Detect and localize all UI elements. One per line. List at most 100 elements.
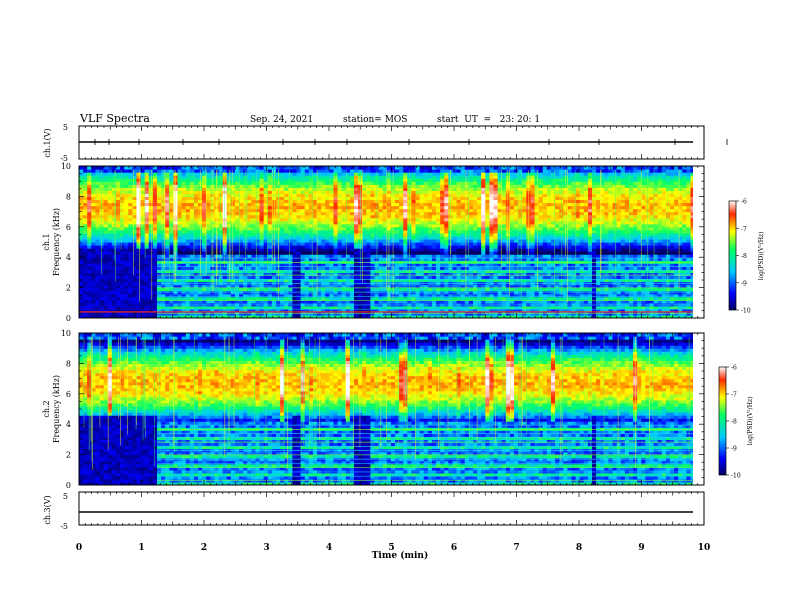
spectrogram-cell bbox=[456, 175, 462, 179]
spectrogram-cell bbox=[468, 257, 474, 261]
spectrogram-cell bbox=[239, 248, 244, 252]
spectrogram-cell bbox=[136, 266, 142, 270]
spectrogram-cell bbox=[358, 296, 363, 301]
spectrogram-cell bbox=[280, 196, 285, 201]
spectrogram-cell bbox=[206, 181, 211, 185]
spectrogram-cell bbox=[440, 245, 445, 249]
spectrogram-cell bbox=[230, 175, 236, 179]
spectrogram-cell bbox=[333, 284, 339, 289]
spectrogram-cell bbox=[403, 238, 408, 243]
spectrogram-cell bbox=[161, 211, 166, 216]
spectrogram-cell bbox=[271, 293, 277, 298]
ch1-ytick-bottom: -5 bbox=[60, 154, 68, 163]
spectrogram-cell bbox=[214, 275, 220, 280]
spectrogram-cell bbox=[304, 190, 310, 194]
spectrogram-cell bbox=[284, 196, 289, 201]
spectrogram-cell bbox=[87, 305, 92, 310]
spectrogram-cell bbox=[411, 223, 417, 228]
spectrogram-cell bbox=[251, 217, 257, 222]
spectrogram-cell bbox=[292, 214, 298, 219]
spectrogram-cell bbox=[87, 269, 92, 273]
spectrogram-cell bbox=[317, 238, 322, 243]
spectrogram-cell bbox=[440, 205, 445, 210]
spectrogram-cell bbox=[83, 248, 88, 252]
spectrogram-cell bbox=[247, 257, 252, 261]
spectrogram-cell bbox=[395, 184, 400, 188]
spectrogram-cell bbox=[284, 202, 289, 207]
spectrogram-cell bbox=[431, 217, 437, 222]
spectrogram-cell bbox=[464, 232, 470, 237]
spectrogram-cell bbox=[91, 269, 97, 273]
spectrogram-cell bbox=[321, 232, 326, 237]
spectrogram-cell bbox=[206, 232, 211, 237]
spectrogram-cell bbox=[193, 175, 199, 179]
spectrogram-cell bbox=[255, 220, 261, 225]
spectrogram-cell bbox=[296, 229, 302, 234]
spectrogram-cell bbox=[477, 184, 482, 188]
spectrogram-cell bbox=[477, 275, 482, 280]
spectrogram-cell bbox=[234, 196, 240, 201]
spectrogram-cell bbox=[181, 263, 187, 267]
spectrogram-cell bbox=[83, 199, 88, 204]
spectrogram-cell bbox=[259, 187, 265, 191]
spectrogram-cell bbox=[181, 232, 187, 237]
spectrogram-cell bbox=[300, 314, 306, 318]
spectrogram-cell bbox=[419, 190, 425, 194]
spectrogram-cell bbox=[251, 293, 257, 298]
spectrogram-cell bbox=[214, 184, 220, 188]
spectrogram-cell bbox=[152, 245, 158, 249]
spectrogram-cell bbox=[312, 278, 318, 283]
spectrogram-cell bbox=[452, 293, 458, 298]
spectrogram-cell bbox=[423, 181, 429, 185]
spectrogram-cell bbox=[140, 296, 146, 301]
spectrogram-cell bbox=[308, 245, 314, 249]
spectrogram-cell bbox=[456, 169, 462, 173]
spectrogram-cell bbox=[234, 166, 240, 170]
spectrogram-cell bbox=[259, 214, 265, 219]
spectrogram-cell bbox=[185, 229, 191, 234]
spectrogram-cell bbox=[345, 314, 351, 318]
spectrogram-cell bbox=[185, 196, 191, 201]
spectrogram-cell bbox=[136, 314, 142, 318]
spectrogram-cell bbox=[107, 305, 113, 310]
spectrogram-cell bbox=[456, 235, 462, 240]
spectrogram-cell bbox=[136, 232, 142, 237]
spectrogram-cell bbox=[99, 302, 105, 307]
spectrogram-cell bbox=[378, 299, 384, 304]
spectrogram-cell bbox=[124, 305, 129, 310]
spectrogram-cell bbox=[255, 254, 261, 258]
spectrogram-cell bbox=[296, 272, 302, 277]
spectrogram-cell bbox=[477, 169, 482, 173]
spectrogram-cell bbox=[239, 296, 244, 301]
spectrogram-cell bbox=[267, 275, 273, 280]
spectrogram-cell bbox=[300, 214, 306, 219]
spectrogram-cell bbox=[308, 242, 314, 246]
spectrogram-cell bbox=[399, 242, 404, 246]
spectrogram-cell bbox=[91, 248, 97, 252]
spectrogram-cell bbox=[185, 214, 191, 219]
spectrogram-cell bbox=[218, 296, 224, 301]
spectrogram-cell bbox=[124, 193, 129, 197]
spectrogram-cell bbox=[177, 287, 183, 292]
spectrogram-cell bbox=[456, 278, 462, 283]
spectrogram-cell bbox=[120, 175, 125, 179]
spectrogram-cell bbox=[415, 263, 421, 267]
spectrogram-cell bbox=[120, 275, 125, 280]
spectrogram-cell bbox=[148, 272, 154, 277]
spectrogram-cell bbox=[337, 251, 343, 255]
spectrogram-cell bbox=[173, 214, 179, 219]
spectrogram-cell bbox=[267, 238, 273, 243]
spectrogram-cell bbox=[452, 232, 458, 237]
spectrogram-cell bbox=[185, 223, 191, 228]
spectrogram-cell bbox=[403, 199, 408, 204]
spectrogram-cell bbox=[91, 196, 97, 201]
spectrogram-cell bbox=[399, 226, 404, 231]
spectrogram-cell bbox=[473, 284, 478, 289]
spectrogram-cell bbox=[214, 284, 220, 289]
spectrogram-cell bbox=[169, 178, 174, 182]
spectrogram-cell bbox=[156, 257, 162, 261]
spectrogram-cell bbox=[115, 226, 121, 231]
spectrogram-cell bbox=[79, 211, 84, 216]
spectrogram-cell bbox=[144, 296, 150, 301]
spectrogram-cell bbox=[271, 266, 277, 270]
